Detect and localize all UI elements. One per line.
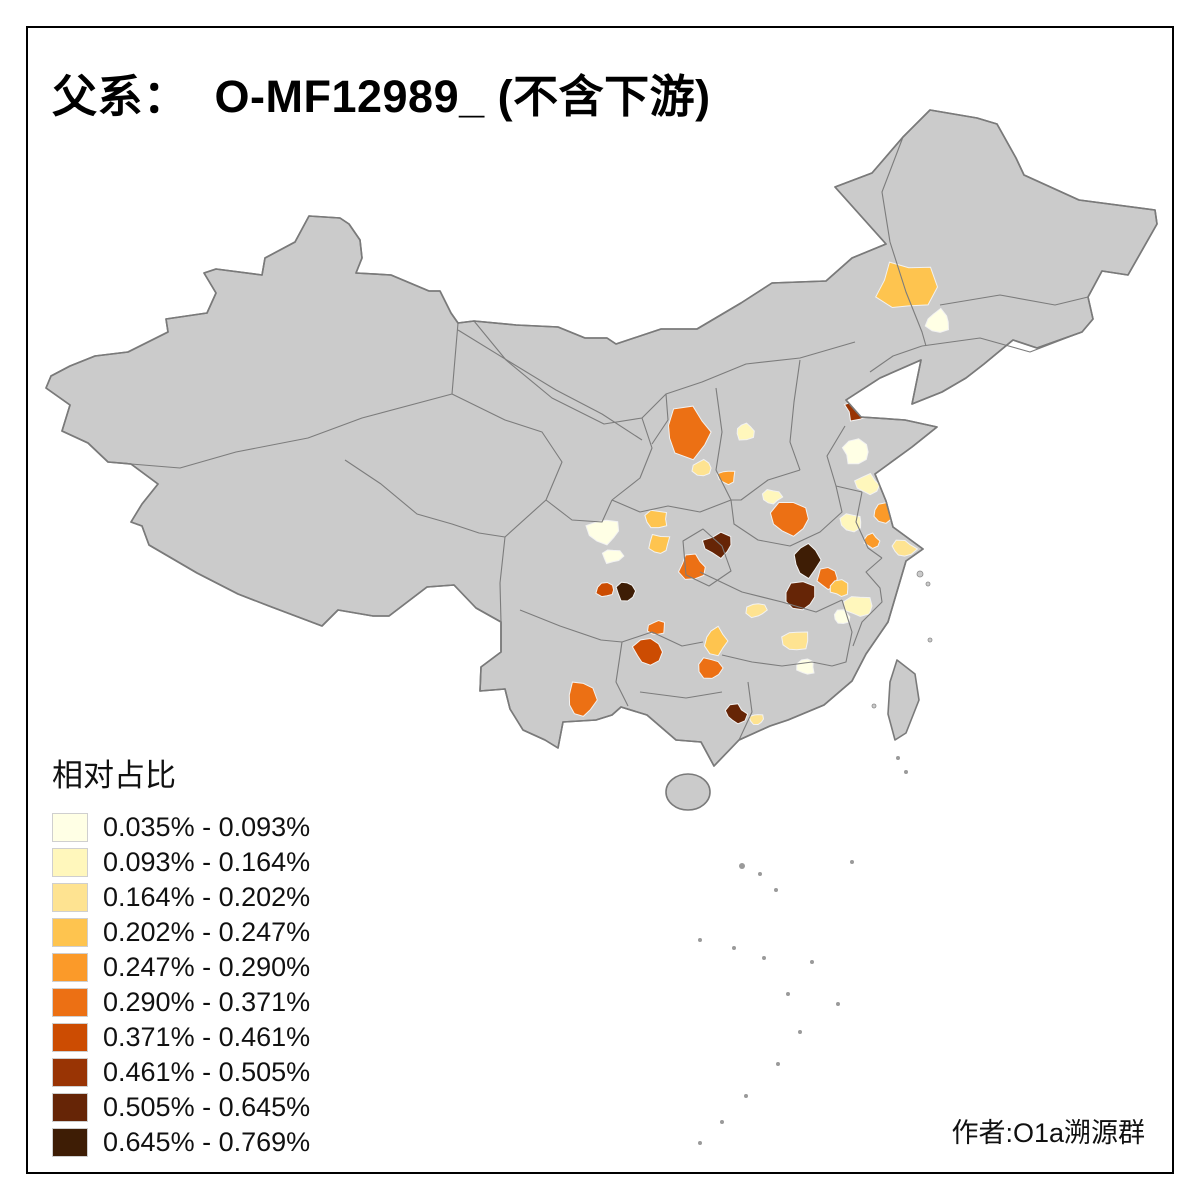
map-region [644,509,668,529]
map-region [724,703,749,725]
legend-item: 0.645% - 0.769% [52,1125,310,1160]
legend-label: 0.461% - 0.505% [103,1057,311,1087]
map-region [648,533,671,554]
legend-label: 0.202% - 0.247% [103,917,311,947]
legend-rows: 0.035% - 0.093% 0.093% - 0.164% 0.164% - 0… [52,810,310,1160]
author-credit: 作者:O1a溯源群 [951,1118,1145,1148]
map-region [736,422,755,441]
map-region [703,625,729,657]
map-region [781,631,809,651]
map-region [691,458,712,477]
map-region [601,549,625,565]
legend-swatch [52,918,88,947]
coastal-islet [871,703,877,709]
legend-swatch [52,813,88,842]
map-region [785,581,816,611]
map-region [646,619,666,635]
coastal-islet [925,581,931,587]
legend-title: 相对占比 [52,758,176,793]
coastal-islet [927,637,933,643]
map-region [585,519,620,546]
legend-item: 0.505% - 0.645% [52,1090,310,1125]
legend-label: 0.247% - 0.290% [103,952,311,982]
map-region [829,579,849,598]
province-borders [130,136,1089,741]
legend-item: 0.093% - 0.164% [52,845,310,880]
legend-label: 0.035% - 0.093% [103,812,311,842]
mainland-outline [45,109,1158,767]
coastal-islet [916,570,924,578]
map-region [568,681,598,717]
map-region [875,261,939,309]
map-region [841,438,869,465]
legend-label: 0.645% - 0.769% [103,1127,311,1157]
map-legend: 相对占比 0.035% - 0.093% 0.093% - 0.164% 0.164… [52,750,310,1160]
map-region [853,472,881,496]
map-region [891,539,919,557]
legend-item: 0.202% - 0.247% [52,915,310,950]
legend-item: 0.247% - 0.290% [52,950,310,985]
map-region [667,405,712,461]
map-region [716,470,736,486]
map-region [698,657,724,679]
map-region [761,489,784,505]
legend-label: 0.290% - 0.371% [103,987,311,1017]
legend-item: 0.371% - 0.461% [52,1020,310,1055]
legend-item: 0.164% - 0.202% [52,880,310,915]
legend-label: 0.093% - 0.164% [103,847,311,877]
legend-swatch [52,883,88,912]
map-region [595,581,615,598]
legend-item: 0.290% - 0.371% [52,985,310,1020]
south-china-sea-islands [698,756,908,1145]
highlighted-prefectures [568,261,950,726]
legend-label: 0.371% - 0.461% [103,1022,311,1052]
legend-label: 0.164% - 0.202% [103,882,311,912]
legend-item: 0.461% - 0.505% [52,1055,310,1090]
map-region [631,637,664,666]
legend-label: 0.505% - 0.645% [103,1092,311,1122]
hainan-island [665,773,711,811]
legend-item: 0.035% - 0.093% [52,810,310,845]
map-region [615,581,637,602]
legend-swatch [52,988,88,1017]
map-region [793,542,822,580]
map-region [924,307,950,333]
legend-swatch [52,1058,88,1087]
taiwan-island [887,659,920,741]
page-title: 父系： O-MF12989_ (不含下游) [52,71,711,122]
map-region [748,714,765,726]
legend-swatch [52,953,88,982]
map-region [769,502,809,537]
map-region [745,603,768,619]
legend-swatch [52,1023,88,1052]
legend-swatch [52,1093,88,1122]
mainland-border-restroke [45,109,1158,767]
legend-swatch [52,1128,88,1157]
legend-swatch [52,848,88,877]
